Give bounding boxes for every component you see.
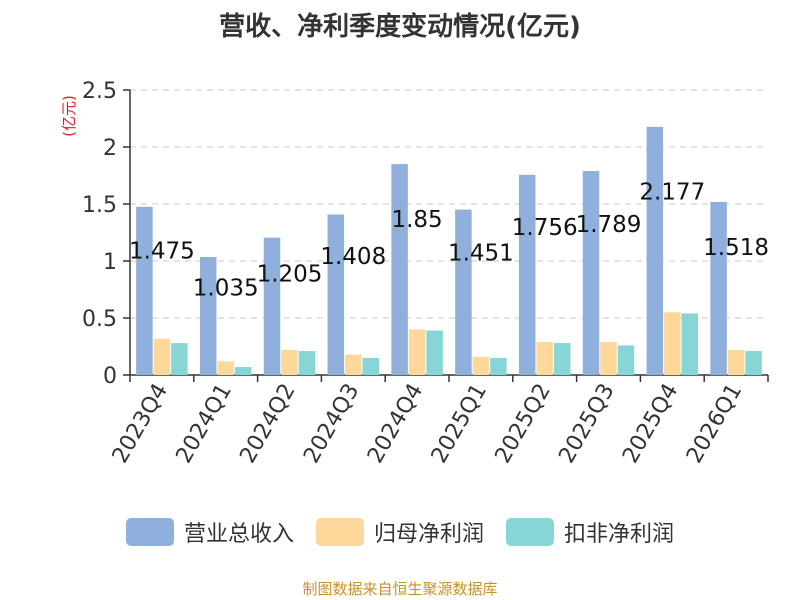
x-tick-label: 2023Q4: [108, 380, 173, 468]
x-tick-label: 2024Q1: [172, 380, 237, 468]
data-label: 2.177: [639, 179, 705, 205]
data-source-note: 制图数据来自恒生聚源数据库: [302, 580, 498, 598]
bar: [490, 357, 507, 375]
data-label: 1.408: [320, 244, 386, 270]
y-tick-label: 1.5: [82, 193, 117, 218]
data-label: 1.475: [129, 239, 195, 265]
bar: [408, 329, 426, 375]
data-label: 1.205: [257, 261, 323, 287]
bar: [710, 201, 727, 375]
bar: [664, 312, 681, 375]
legend-label-net-profit: 归母净利润: [373, 522, 484, 547]
bar: [153, 338, 171, 375]
bar: [263, 237, 281, 375]
x-tick-label: 2024Q3: [299, 380, 364, 468]
bar: [681, 313, 699, 375]
data-label: 1.451: [448, 241, 514, 267]
bar: [391, 164, 408, 375]
bar: [234, 367, 252, 375]
y-tick-label: 2.5: [82, 79, 117, 104]
legend-label-deducted-profit: 扣非净利润: [564, 522, 675, 547]
bar: [199, 257, 217, 375]
bar: [472, 356, 490, 375]
bar: [582, 171, 600, 375]
data-label: 1.756: [512, 215, 578, 241]
y-tick-label: 0.5: [82, 307, 117, 332]
legend-swatch-revenue: [125, 518, 174, 546]
y-tick-label: 1: [103, 250, 117, 275]
bar: [362, 357, 380, 375]
bar: [600, 341, 617, 375]
bar: [327, 214, 345, 375]
legend-item-deducted-profit[interactable]: 扣非净利润: [506, 516, 674, 548]
legend-item-net-profit[interactable]: 归母净利润: [315, 516, 484, 548]
legend-item-revenue[interactable]: 营业总收入: [125, 516, 294, 548]
bar: [518, 174, 536, 375]
bar: [136, 206, 153, 375]
bar: [727, 349, 745, 375]
x-tick-label: 2025Q2: [491, 380, 556, 468]
legend: 营业总收入 归母净利润 扣非净利润: [0, 516, 800, 548]
x-tick-label: 2024Q2: [235, 380, 300, 468]
bar: [171, 343, 188, 375]
bar: [536, 341, 553, 375]
legend-label-revenue: 营业总收入: [183, 522, 294, 547]
x-tick-label: 2026Q1: [682, 380, 747, 468]
bar: [426, 330, 443, 375]
data-label: 1.035: [193, 276, 259, 302]
x-tick-label: 2025Q3: [554, 380, 619, 468]
bar: [745, 351, 762, 375]
y-axis-label: (亿元): [60, 95, 78, 137]
bar: [455, 209, 472, 375]
y-tick-label: 0: [103, 364, 117, 389]
data-label: 1.518: [703, 235, 769, 261]
bar: [298, 351, 316, 375]
data-label: 1.789: [576, 212, 642, 238]
chart-title: 营收、净利季度变动情况(亿元): [219, 12, 581, 42]
bar: [217, 361, 234, 375]
bar: [646, 126, 664, 376]
legend-swatch-deducted-profit: [506, 518, 554, 546]
x-tick-label: 2025Q4: [618, 380, 683, 468]
bar: [345, 354, 362, 375]
bar: [281, 349, 298, 375]
y-tick-label: 2: [103, 136, 117, 161]
x-tick-label: 2025Q1: [427, 380, 492, 468]
x-tick-label: 2024Q4: [363, 380, 428, 468]
bar: [617, 345, 635, 375]
legend-swatch-net-profit: [315, 518, 364, 546]
data-label: 1.85: [391, 207, 442, 233]
bar: [553, 343, 571, 375]
